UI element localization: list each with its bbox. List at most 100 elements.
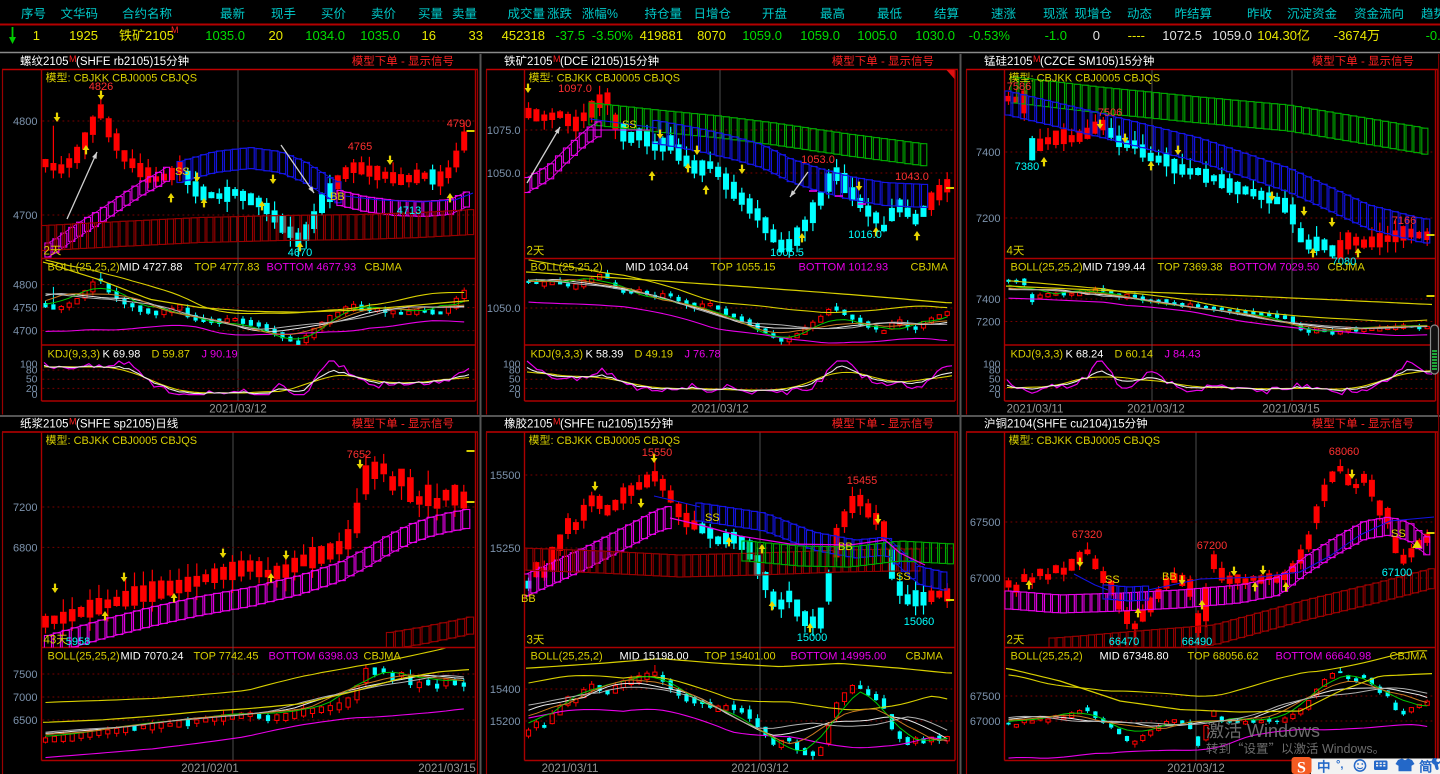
svg-text:(CZCE SM105)15分钟: (CZCE SM105)15分钟 xyxy=(1040,53,1154,69)
svg-text:-0.4: -0.4 xyxy=(1426,25,1440,44)
svg-text:1005.0: 1005.0 xyxy=(857,25,897,44)
svg-text:2021/03/12: 2021/03/12 xyxy=(1167,760,1225,774)
svg-text:SS: SS xyxy=(705,509,720,525)
svg-text:模型下单 - 显示信号: 模型下单 - 显示信号 xyxy=(352,53,454,69)
svg-text:BOLL(25,25,2): BOLL(25,25,2) xyxy=(531,648,603,664)
svg-text:D 59.87: D 59.87 xyxy=(152,346,191,362)
svg-text:80: 80 xyxy=(509,363,521,378)
svg-text:BB: BB xyxy=(330,188,345,204)
svg-text:文华码: 文华码 xyxy=(60,3,98,22)
svg-text:最低: 最低 xyxy=(877,3,903,22)
svg-text:4700: 4700 xyxy=(13,323,37,339)
svg-text:开盘: 开盘 xyxy=(762,3,787,22)
svg-text:TOP 7742.45: TOP 7742.45 xyxy=(194,648,259,664)
svg-text:67000: 67000 xyxy=(970,713,1001,729)
svg-text:1030.0: 1030.0 xyxy=(915,25,955,44)
svg-text:4765: 4765 xyxy=(348,138,372,154)
svg-text:°,: °, xyxy=(1336,759,1343,771)
svg-text:0: 0 xyxy=(995,387,1001,402)
svg-text:67500: 67500 xyxy=(970,688,1001,704)
svg-text:TOP 4777.83: TOP 4777.83 xyxy=(195,259,260,275)
svg-text:结算: 结算 xyxy=(934,3,959,22)
svg-text:中: 中 xyxy=(1317,756,1331,774)
svg-text:50: 50 xyxy=(26,372,38,387)
svg-text:1035.0: 1035.0 xyxy=(360,25,400,44)
svg-text:M: M xyxy=(171,23,179,36)
svg-text:-1.0: -1.0 xyxy=(1045,25,1067,44)
svg-text:沪铜2104(SHFE cu2104)15分钟: 沪铜2104(SHFE cu2104)15分钟 xyxy=(984,416,1148,432)
svg-text:8070: 8070 xyxy=(697,25,726,44)
svg-text:100: 100 xyxy=(983,356,1001,371)
svg-text:1925: 1925 xyxy=(69,25,98,44)
svg-text:BOTTOM 4677.93: BOTTOM 4677.93 xyxy=(267,259,357,275)
svg-text:模型下单 - 显示信号: 模型下单 - 显示信号 xyxy=(832,416,934,432)
svg-text:20: 20 xyxy=(509,381,521,396)
svg-text:模型下单 - 显示信号: 模型下单 - 显示信号 xyxy=(1312,53,1414,69)
svg-text:-0.53%: -0.53% xyxy=(969,25,1011,44)
svg-text:6500: 6500 xyxy=(13,712,37,728)
svg-text:100: 100 xyxy=(20,356,38,371)
svg-text:涨幅%: 涨幅% xyxy=(582,3,618,22)
svg-text:现增仓: 现增仓 xyxy=(1074,3,1112,22)
svg-text:现手: 现手 xyxy=(271,3,296,22)
svg-text:模型: CBJKK CBJ0005 CBJQS: 模型: CBJKK CBJ0005 CBJQS xyxy=(46,70,198,86)
svg-text:SS: SS xyxy=(1105,571,1120,587)
svg-text:卖价: 卖价 xyxy=(371,3,397,22)
svg-text:(DCE i2105)15分钟: (DCE i2105)15分钟 xyxy=(560,53,659,69)
svg-text:J 76.78: J 76.78 xyxy=(685,346,721,362)
svg-text:67320: 67320 xyxy=(1072,526,1103,542)
svg-text:20: 20 xyxy=(269,25,283,44)
svg-text:4750: 4750 xyxy=(13,300,37,316)
svg-text:7000: 7000 xyxy=(13,689,37,705)
svg-text:15500: 15500 xyxy=(490,467,521,483)
svg-text:MID 1034.04: MID 1034.04 xyxy=(626,259,689,275)
svg-text:M: M xyxy=(1033,54,1041,64)
svg-text:15060: 15060 xyxy=(904,613,935,629)
svg-text:J 90.19: J 90.19 xyxy=(202,346,238,362)
svg-text:速涨: 速涨 xyxy=(991,3,1017,22)
svg-text:CBJMA: CBJMA xyxy=(364,648,402,664)
svg-text:6800: 6800 xyxy=(13,539,37,555)
svg-text:日增仓: 日增仓 xyxy=(693,3,731,22)
svg-text:4790: 4790 xyxy=(447,115,471,131)
svg-text:1005.5: 1005.5 xyxy=(770,244,804,260)
svg-text:模型: CBJKK CBJ0005 CBJQS: 模型: CBJKK CBJ0005 CBJQS xyxy=(46,432,198,448)
svg-text:CBJMA: CBJMA xyxy=(1390,648,1428,664)
svg-text:BOLL(25,25,2): BOLL(25,25,2) xyxy=(48,259,120,275)
svg-text:持仓量: 持仓量 xyxy=(644,3,682,22)
svg-text:419881: 419881 xyxy=(640,25,683,44)
svg-text:转到“设置”以激活 Windows。: 转到“设置”以激活 Windows。 xyxy=(1206,738,1385,757)
svg-text:67000: 67000 xyxy=(970,570,1001,586)
svg-text:KDJ(9,3,3): KDJ(9,3,3) xyxy=(1011,346,1064,362)
svg-text:MID 15198.00: MID 15198.00 xyxy=(620,648,689,664)
svg-text:2天: 2天 xyxy=(527,243,545,259)
svg-text:452318: 452318 xyxy=(502,25,545,44)
svg-text:1097.0: 1097.0 xyxy=(558,80,592,96)
svg-text:7652: 7652 xyxy=(347,446,371,462)
svg-text:-37.5: -37.5 xyxy=(555,25,585,44)
svg-text:涨跌: 涨跌 xyxy=(547,3,573,22)
svg-text:66470: 66470 xyxy=(1109,633,1140,649)
svg-text:7400: 7400 xyxy=(976,144,1000,160)
svg-text:K 58.39: K 58.39 xyxy=(586,346,624,362)
svg-text:0: 0 xyxy=(1093,25,1100,44)
svg-text:昨结算: 昨结算 xyxy=(1174,3,1212,22)
svg-text:7200: 7200 xyxy=(976,210,1000,226)
svg-text:模型: CBJKK CBJ0005 CBJQS: 模型: CBJKK CBJ0005 CBJQS xyxy=(529,432,681,448)
svg-text:1043.0: 1043.0 xyxy=(895,168,929,184)
svg-text:2021/02/01: 2021/02/01 xyxy=(181,760,239,774)
svg-text:1053.0: 1053.0 xyxy=(801,151,835,167)
svg-text:模型: CBJKK CBJ0005 CBJQS: 模型: CBJKK CBJ0005 CBJQS xyxy=(529,70,681,86)
svg-text:S: S xyxy=(1297,760,1306,774)
svg-text:-3.50%: -3.50% xyxy=(592,25,634,44)
svg-text:买价: 买价 xyxy=(321,3,347,22)
svg-text:模型下单 - 显示信号: 模型下单 - 显示信号 xyxy=(352,416,454,432)
svg-text:SS: SS xyxy=(622,116,637,132)
svg-text:67100: 67100 xyxy=(1382,564,1413,580)
svg-text:沉淀资金: 沉淀资金 xyxy=(1287,3,1338,22)
svg-text:激活 Windows: 激活 Windows xyxy=(1206,717,1320,743)
svg-text:4713: 4713 xyxy=(397,202,421,218)
svg-text:序号: 序号 xyxy=(21,3,46,22)
svg-text:D 49.19: D 49.19 xyxy=(635,346,674,362)
svg-text:33: 33 xyxy=(469,25,483,44)
